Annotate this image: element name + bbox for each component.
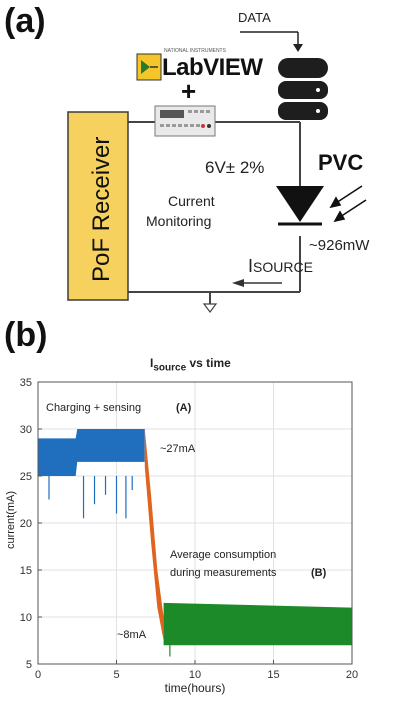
y-tick-label: 25 — [20, 471, 32, 483]
current-arrow-icon — [232, 279, 282, 287]
annotation-average-line1: Average consumption — [170, 549, 277, 561]
labview-vendor-text: NATIONAL INSTRUMENTS — [164, 48, 226, 54]
power-label: ~926mW — [309, 237, 370, 254]
y-tick-label: 10 — [20, 612, 32, 624]
data-label: DATA — [238, 10, 271, 25]
circuit-wires — [128, 121, 301, 304]
y-axis-label: current(mA) — [5, 491, 17, 549]
labview-logo-icon — [136, 53, 162, 81]
y-tick-label: 35 — [20, 377, 32, 389]
monitoring-line1: Current — [168, 193, 215, 209]
y-tick-label: 20 — [20, 518, 32, 530]
x-tick-label: 0 — [35, 669, 41, 681]
x-tick-label: 15 — [267, 669, 279, 681]
voltage-label: 6V± 2% — [205, 158, 265, 177]
annotation-charging: Charging + sensing — [46, 402, 142, 414]
annotation-label-b: (B) — [311, 567, 327, 579]
multimeter-icon — [154, 105, 216, 137]
pvc-label: PVC — [318, 150, 364, 175]
x-axis-label: time(hours) — [165, 681, 226, 695]
annotation-current-27: ~27mA — [160, 443, 196, 455]
x-tick-label: 5 — [113, 669, 119, 681]
series-band-0 — [38, 429, 145, 476]
monitoring-line2: Monitoring — [146, 213, 212, 229]
photovoltaic-diode-icon — [276, 186, 324, 226]
panel-b-label: (b) — [4, 316, 48, 354]
labview-logo-text: LabVIEW — [162, 54, 263, 81]
x-tick-label: 20 — [346, 669, 358, 681]
annotation-average-line2: during measurements — [170, 567, 277, 579]
x-tick-label: 10 — [189, 669, 201, 681]
ground-icon — [202, 303, 218, 313]
chart-spikes — [48, 476, 171, 657]
chart-series — [38, 429, 352, 646]
circuit-diagram — [67, 31, 367, 313]
y-tick-label: 15 — [20, 565, 32, 577]
panel-a-label: (a) — [4, 2, 46, 40]
pof-receiver-box — [67, 111, 129, 301]
annotation-label-a: (A) — [176, 402, 192, 414]
plus-sign: + — [181, 76, 197, 106]
light-arrows-icon — [329, 185, 367, 223]
isource-label: ISOURCE — [248, 256, 313, 276]
y-tick-label: 30 — [20, 424, 32, 436]
database-icon — [278, 58, 328, 120]
chart-title: Isource vs time — [150, 356, 231, 374]
annotation-current-8: ~8mA — [117, 629, 147, 641]
data-arrow-icon — [240, 31, 303, 52]
y-tick-label: 5 — [26, 659, 32, 671]
series-band-2 — [163, 602, 352, 646]
series-band-1 — [144, 429, 164, 641]
